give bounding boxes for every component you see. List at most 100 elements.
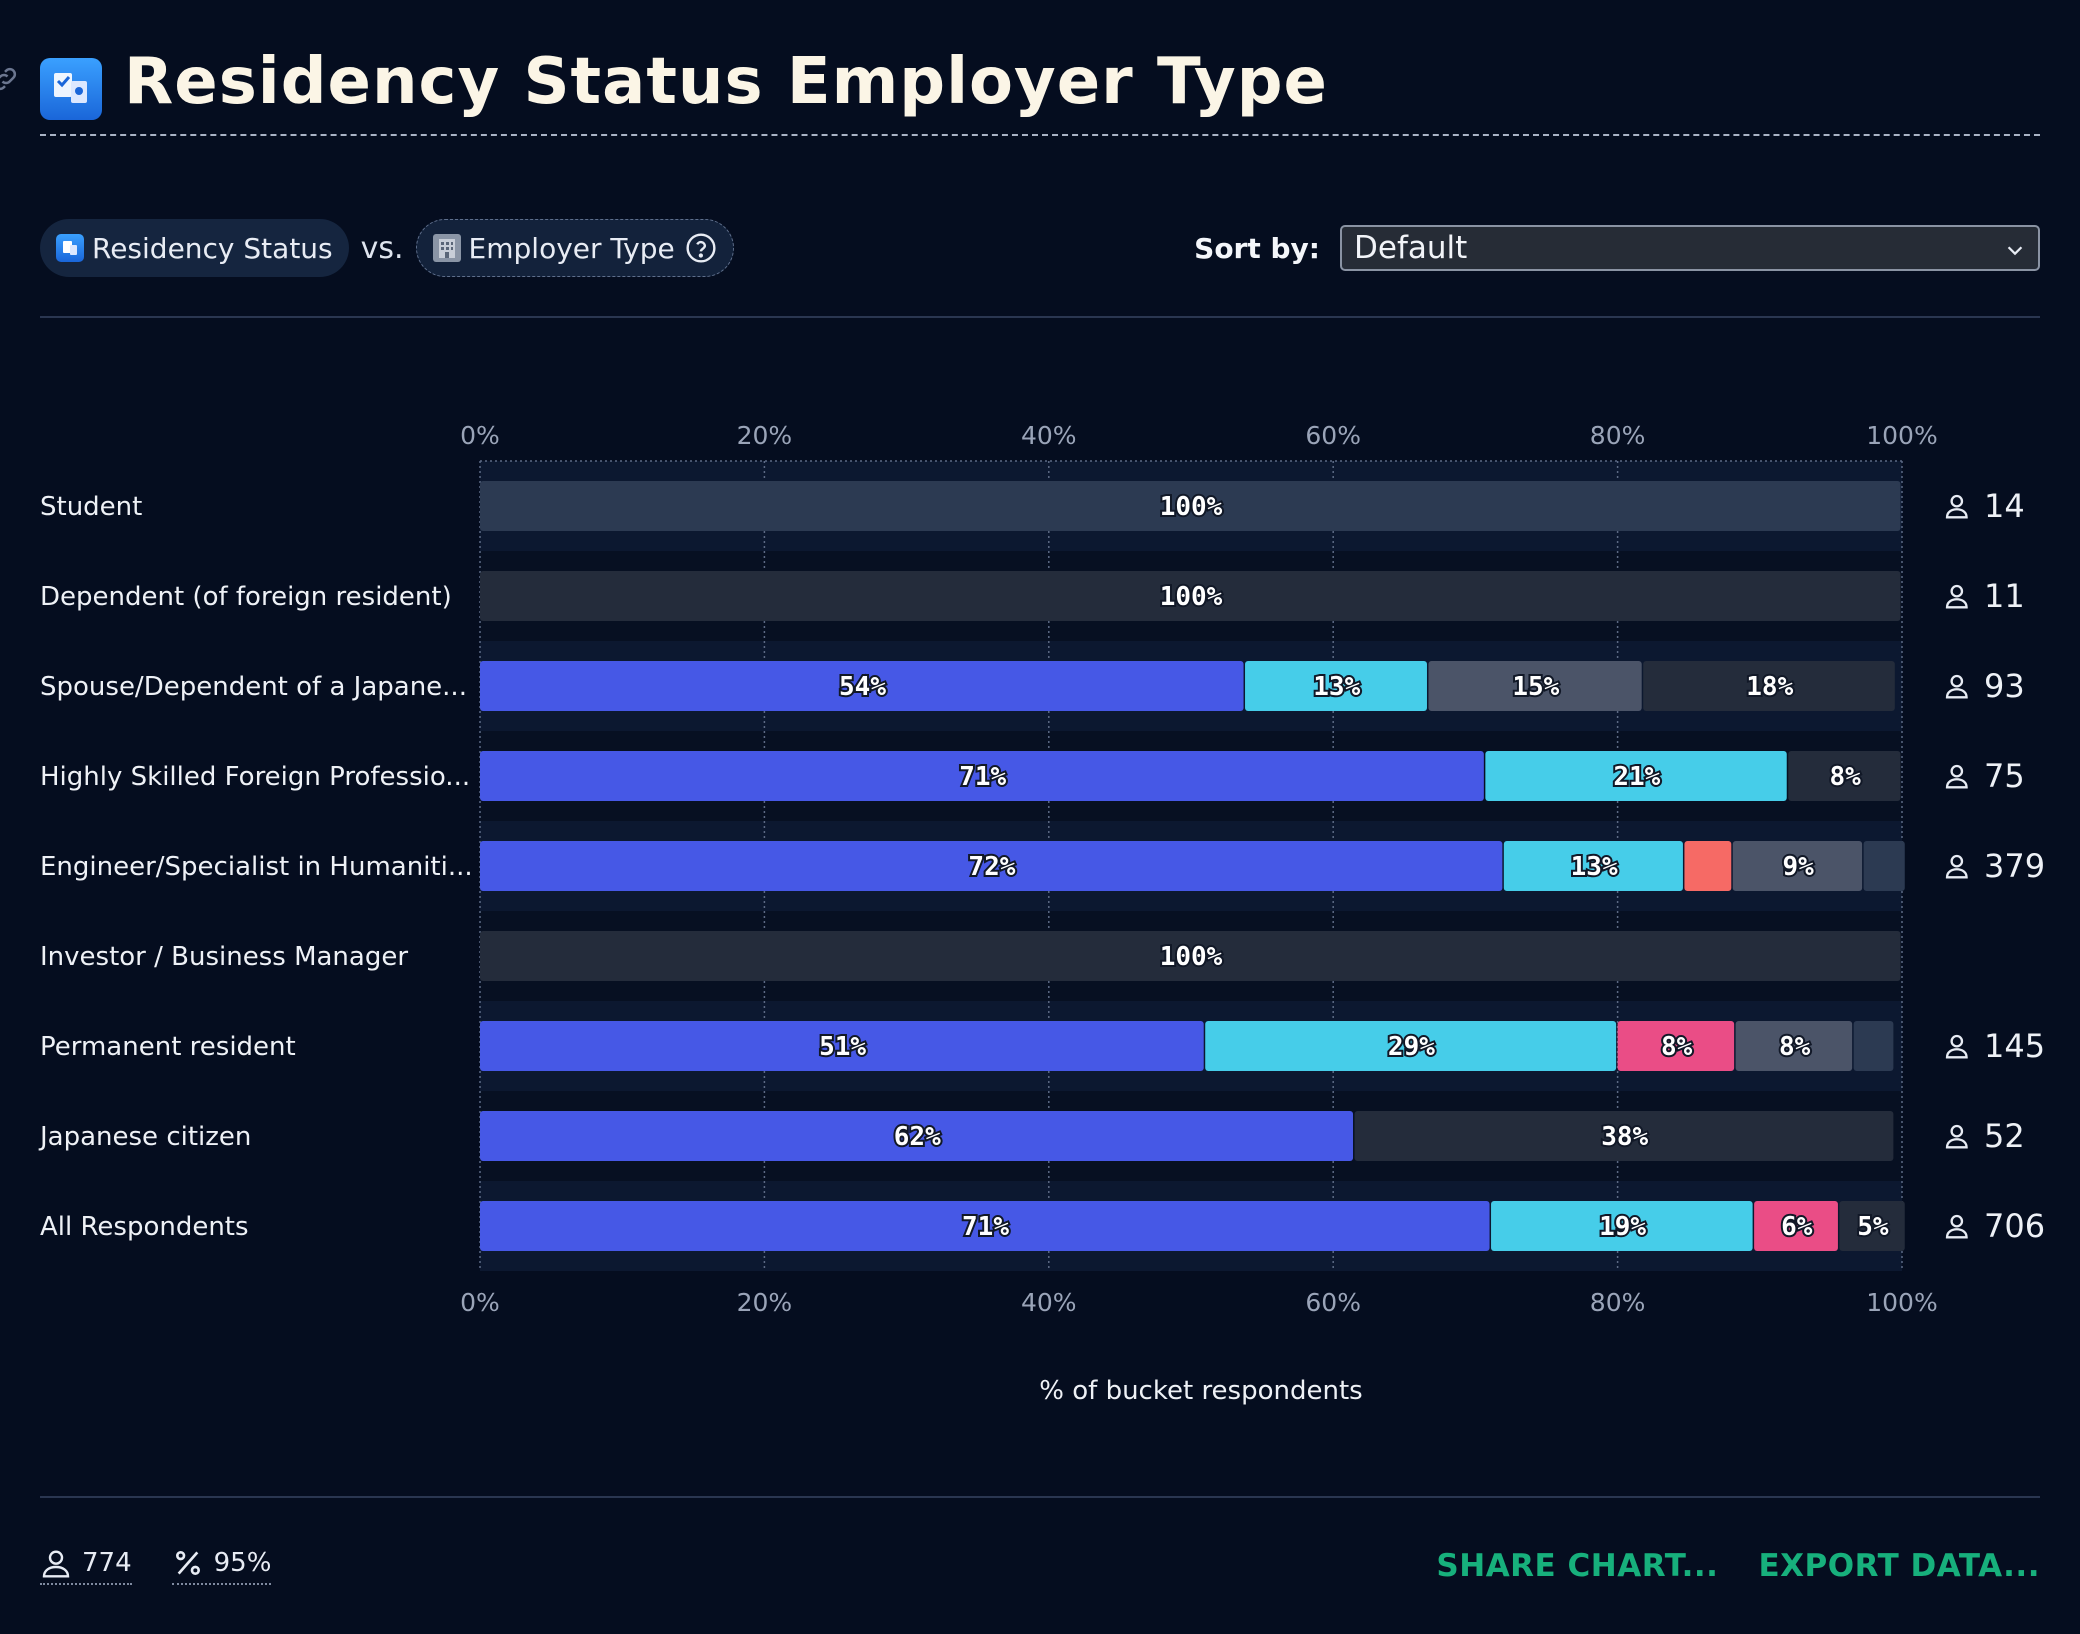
x-tick-label-top: 20%	[737, 421, 793, 450]
footer-actions: SHARE CHART... EXPORT DATA...	[1396, 1548, 2040, 1584]
bar-segment[interactable]	[1643, 661, 1895, 711]
divider	[40, 316, 2040, 318]
row-count: 14	[1984, 487, 2025, 525]
bar-segment[interactable]	[1735, 1021, 1853, 1071]
bar-segment[interactable]	[1617, 1021, 1735, 1071]
bar-segment[interactable]	[1485, 751, 1787, 801]
bar-segment[interactable]	[1732, 841, 1863, 891]
bar-segment[interactable]	[480, 751, 1484, 801]
bar-segment[interactable]	[1354, 1111, 1894, 1161]
bar-data-label: 29%	[1388, 1032, 1435, 1062]
bar-data-label: 100%	[1160, 942, 1223, 972]
row-label[interactable]: Student	[40, 492, 142, 522]
bar-data-label: 72%	[968, 852, 1015, 882]
row-count: 379	[1984, 847, 2045, 885]
person-icon	[1945, 764, 1968, 789]
bar-data-label: 13%	[1313, 672, 1360, 702]
x-tick-label-top: 100%	[1866, 421, 1937, 450]
x-tick-label-bottom: 80%	[1590, 1288, 1646, 1317]
stacked-bar-chart: 0% 0% 20% 20% 40% 40% 60% 60% 80% 80% 100% 100% % of…	[38, 421, 2045, 1406]
row-count: 75	[1984, 757, 2025, 795]
row-label[interactable]: Highly Skilled Foreign Professio...	[40, 762, 470, 792]
secondary-variable-label: Employer Type	[468, 231, 675, 265]
x-tick-label-bottom: 60%	[1305, 1288, 1361, 1317]
row-label[interactable]: All Respondents	[40, 1212, 249, 1242]
help-icon[interactable]	[685, 232, 717, 264]
page-title: Residency Status Employer Type	[124, 45, 1328, 119]
x-tick-label-top: 60%	[1305, 421, 1361, 450]
bar-data-label: 5%	[1857, 1212, 1889, 1242]
link-icon[interactable]	[0, 64, 20, 94]
bar-segment[interactable]	[480, 571, 1901, 621]
bar-segment[interactable]	[1245, 661, 1427, 711]
share-chart-button[interactable]: SHARE CHART...	[1436, 1548, 1719, 1584]
bar-data-label: 100%	[1160, 492, 1223, 522]
bar-segment[interactable]	[480, 1201, 1490, 1251]
x-tick-label-bottom: 100%	[1866, 1288, 1937, 1317]
bar-segment[interactable]	[480, 841, 1503, 891]
row-count: 145	[1984, 1027, 2045, 1065]
respondent-count: 774	[82, 1548, 132, 1578]
row-label[interactable]: Dependent (of foreign resident)	[40, 582, 452, 612]
bar-segment[interactable]	[1684, 841, 1732, 891]
bar-data-label: 21%	[1613, 762, 1660, 792]
bar-data-label: 62%	[894, 1122, 941, 1152]
row-count: 706	[1984, 1207, 2045, 1245]
x-tick-label-top: 40%	[1021, 421, 1077, 450]
primary-variable-pill[interactable]: Residency Status	[40, 219, 349, 277]
row-label[interactable]: Spouse/Dependent of a Japane...	[40, 672, 467, 702]
sort-group: Sort by: Default	[1194, 225, 2040, 271]
x-tick-label-bottom: 20%	[737, 1288, 793, 1317]
person-icon	[1945, 584, 1968, 609]
completion-rate: 95%	[213, 1548, 272, 1578]
respondent-count-stat[interactable]: 774	[40, 1547, 132, 1585]
bar-data-label: 9%	[1783, 852, 1815, 882]
bar-segment[interactable]	[1491, 1201, 1753, 1251]
bar-data-label: 8%	[1661, 1032, 1693, 1062]
bar-data-label: 71%	[962, 1212, 1009, 1242]
secondary-variable-pill[interactable]: Employer Type	[415, 219, 734, 277]
bar-segment[interactable]	[1788, 751, 1901, 801]
bar-segment[interactable]	[1428, 661, 1642, 711]
bar-segment[interactable]	[480, 661, 1244, 711]
sort-select[interactable]: Default	[1340, 225, 2040, 271]
bar-data-label: 15%	[1512, 672, 1559, 702]
bar-segment[interactable]	[480, 1111, 1354, 1161]
vs-label: vs.	[360, 230, 404, 266]
export-data-button[interactable]: EXPORT DATA...	[1758, 1548, 2040, 1584]
chevron-down-icon	[2007, 246, 2023, 256]
bar-segment[interactable]	[1205, 1021, 1617, 1071]
bar-data-label: 71%	[959, 762, 1006, 792]
row-label[interactable]: Permanent resident	[40, 1032, 296, 1062]
bar-segment[interactable]	[480, 1021, 1204, 1071]
bar-segment[interactable]	[1839, 1201, 1905, 1251]
bar-segment[interactable]	[480, 481, 1901, 531]
person-icon	[1945, 854, 1968, 879]
bar-segment[interactable]	[1503, 841, 1683, 891]
person-icon	[1945, 674, 1968, 699]
bar-segment[interactable]	[480, 931, 1901, 981]
bar-segment[interactable]	[1853, 1021, 1894, 1071]
primary-variable-label: Residency Status	[92, 231, 333, 265]
bar-data-label: 51%	[819, 1032, 866, 1062]
row-label[interactable]: Engineer/Specialist in Humaniti...	[40, 852, 473, 882]
bar-segment[interactable]	[1754, 1201, 1838, 1251]
bar-data-label: 8%	[1779, 1032, 1811, 1062]
person-icon	[1945, 1034, 1968, 1059]
x-tick-label-top: 0%	[460, 421, 500, 450]
chart-header: Residency Status Employer Type	[40, 44, 2040, 136]
bar-data-label: 100%	[1160, 582, 1223, 612]
divider	[40, 1496, 2040, 1498]
person-icon	[1945, 1124, 1968, 1149]
completion-stat[interactable]: 95%	[171, 1547, 272, 1585]
bar-data-label: 13%	[1571, 852, 1618, 882]
office-building-icon	[432, 234, 461, 262]
sort-label: Sort by:	[1194, 231, 1320, 265]
bar-data-label: 19%	[1599, 1212, 1646, 1242]
sort-select-value: Default	[1354, 230, 1468, 266]
bar-segment[interactable]	[1863, 841, 1905, 891]
row-label[interactable]: Investor / Business Manager	[40, 942, 408, 972]
chart-controls: Residency Status vs. Employer Type Sort …	[40, 218, 2040, 278]
row-label[interactable]: Japanese citizen	[38, 1122, 251, 1152]
bar-data-label: 18%	[1746, 672, 1793, 702]
